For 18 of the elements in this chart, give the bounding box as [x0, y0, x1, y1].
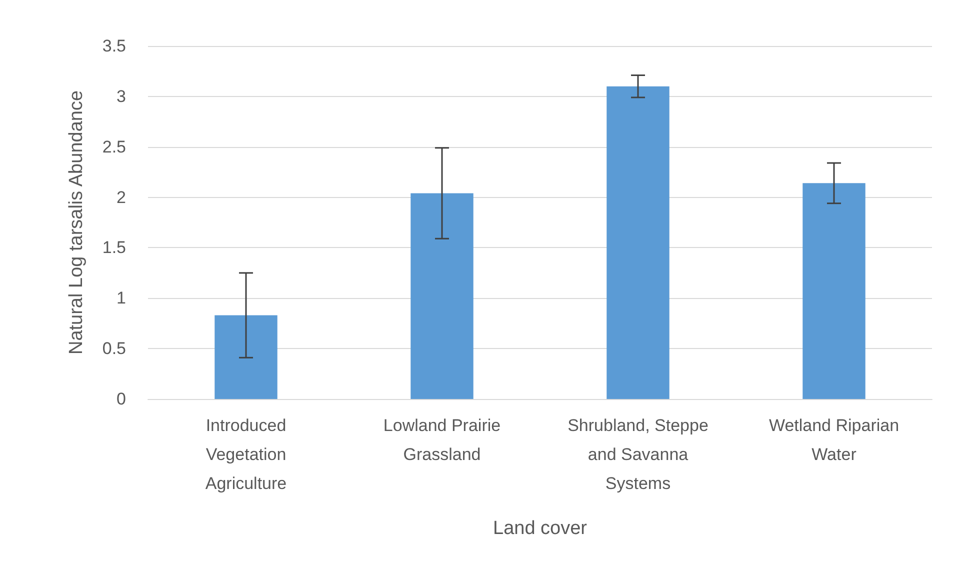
- y-tick-label: 1.5: [102, 238, 126, 258]
- y-axis-title: Natural Log tarsalis Abundance: [66, 90, 87, 355]
- y-tick-label: 2.5: [102, 137, 126, 156]
- y-tick-label: 2: [116, 188, 126, 207]
- x-tick-label: Wetland Riparian Water: [768, 416, 900, 464]
- y-tick-label: 0: [116, 390, 126, 408]
- y-tick-label: 3.5: [102, 36, 126, 56]
- bar: [410, 193, 474, 399]
- x-tick-label: Introduced Vegetation Agriculture: [205, 416, 287, 493]
- x-tick-label: Lowland Prairie Grassland: [383, 416, 501, 464]
- y-tick-label: 3: [116, 86, 126, 106]
- y-tick-label: 1: [116, 288, 126, 308]
- y-tick-label: 0.5: [102, 339, 126, 358]
- x-axis-title: Land cover: [492, 518, 588, 539]
- x-tick-label: Shrubland, Steppe and Savanna Systems: [568, 416, 708, 493]
- bar: [802, 183, 866, 399]
- bar: [214, 315, 278, 399]
- bar: [606, 86, 670, 399]
